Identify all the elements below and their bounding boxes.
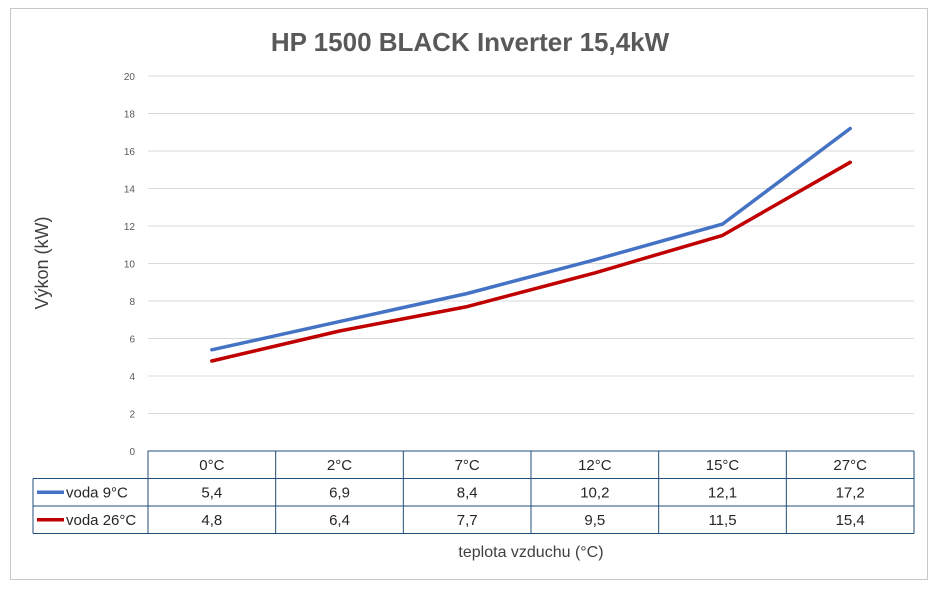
data-table: 0°C 2°C 7°C 12°C 15°C 27°C voda 9°C 5,4 6,9 8,4 10… xyxy=(32,450,915,534)
y-tick-label: 20 xyxy=(124,72,136,83)
y-axis-ticks: 0 2 4 6 8 10 12 14 16 18 20 xyxy=(124,72,136,458)
y-tick-label: 4 xyxy=(129,372,135,383)
x-tick-label: 0°C xyxy=(199,457,224,474)
x-tick-label: 15°C xyxy=(706,457,740,474)
data-label: 15,4 xyxy=(836,512,865,529)
x-tick-label: 2°C xyxy=(327,457,352,474)
data-label: 6,9 xyxy=(329,484,350,501)
y-tick-label: 16 xyxy=(124,147,136,158)
legend-label: voda 26°C xyxy=(66,512,136,529)
x-axis-label: teplota vzduchu (°C) xyxy=(458,544,603,561)
chart-title: HP 1500 BLACK Inverter 15,4kW xyxy=(271,27,670,57)
data-label: 11,5 xyxy=(708,512,736,529)
data-label: 17,2 xyxy=(836,484,865,501)
y-tick-label: 14 xyxy=(124,185,136,196)
y-tick-label: 18 xyxy=(124,110,136,121)
x-tick-label: 12°C xyxy=(578,457,612,474)
y-tick-label: 6 xyxy=(129,335,135,346)
series-line xyxy=(210,126,852,352)
data-label: 4,8 xyxy=(201,512,222,529)
legend-label: voda 9°C xyxy=(66,484,128,501)
y-tick-label: 10 xyxy=(124,260,136,271)
series-lines xyxy=(210,126,852,363)
x-tick-label: 7°C xyxy=(455,457,480,474)
y-tick-label: 2 xyxy=(129,410,135,421)
data-label: 5,4 xyxy=(201,484,222,501)
y-tick-label: 12 xyxy=(124,222,136,233)
y-tick-label: 8 xyxy=(129,297,135,308)
data-label: 6,4 xyxy=(329,512,350,529)
x-tick-label: 27°C xyxy=(833,457,867,474)
data-label: 7,7 xyxy=(457,512,478,529)
gridlines xyxy=(148,75,914,414)
series-line xyxy=(210,160,852,363)
data-label: 12,1 xyxy=(708,484,737,501)
y-axis-label: Výkon (kW) xyxy=(32,216,52,309)
y-tick-label: 0 xyxy=(129,447,135,458)
data-label: 10,2 xyxy=(580,484,609,501)
data-label: 8,4 xyxy=(457,484,478,501)
data-label: 9,5 xyxy=(584,512,605,529)
